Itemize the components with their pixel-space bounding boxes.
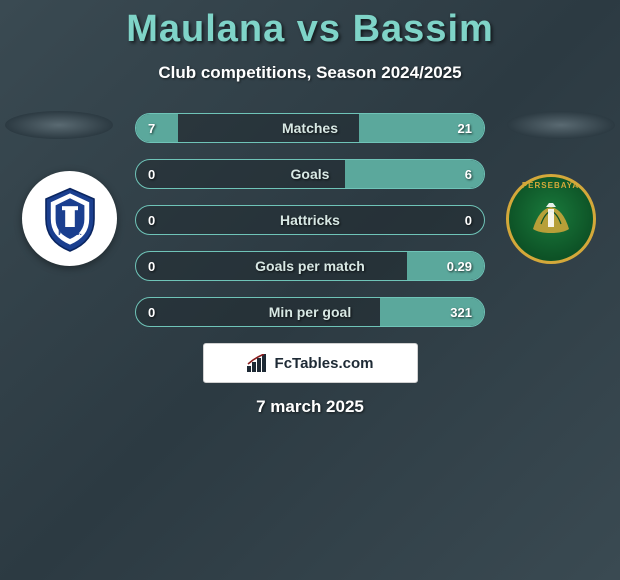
brand-box[interactable]: FcTables.com xyxy=(203,343,418,383)
stat-value-left: 7 xyxy=(148,121,155,136)
persebaya-logo-icon: PERSEBAYA xyxy=(506,174,596,264)
date-label: 7 march 2025 xyxy=(0,397,620,417)
stat-row: 0 Hattricks 0 xyxy=(135,205,485,235)
svg-text:P.S.I.S.: P.S.I.S. xyxy=(58,228,81,237)
stat-row: 0 Goals 6 xyxy=(135,159,485,189)
stat-value-left: 0 xyxy=(148,305,155,320)
stat-row: 0 Goals per match 0.29 xyxy=(135,251,485,281)
psis-logo-icon: P.S.I.S. xyxy=(30,179,110,259)
stat-row: 0 Min per goal 321 xyxy=(135,297,485,327)
stat-bar-right xyxy=(345,160,484,188)
stat-label: Matches xyxy=(282,120,338,136)
stat-bar-left xyxy=(136,114,178,142)
subtitle: Club competitions, Season 2024/2025 xyxy=(0,63,620,83)
pillar-left xyxy=(5,111,113,139)
stat-label: Min per goal xyxy=(269,304,351,320)
stat-value-right: 0.29 xyxy=(447,259,472,274)
stat-label: Goals xyxy=(291,166,330,182)
team-right-name: PERSEBAYA xyxy=(522,181,579,190)
stat-value-left: 0 xyxy=(148,213,155,228)
chart-icon xyxy=(247,354,269,372)
stat-value-right: 6 xyxy=(465,167,472,182)
stat-value-left: 0 xyxy=(148,167,155,182)
brand-text: FcTables.com xyxy=(275,355,374,372)
page-title: Maulana vs Bassim xyxy=(0,0,620,51)
pillar-right xyxy=(507,111,615,139)
comparison-panel: P.S.I.S. PERSEBAYA 7 Matches 21 0 Goals xyxy=(0,111,620,417)
stat-label: Hattricks xyxy=(280,212,340,228)
stat-value-right: 21 xyxy=(458,121,472,136)
stats-container: 7 Matches 21 0 Goals 6 0 Hattricks 0 0 G… xyxy=(135,111,485,327)
stat-row: 7 Matches 21 xyxy=(135,113,485,143)
stat-value-right: 0 xyxy=(465,213,472,228)
team-logo-right: PERSEBAYA xyxy=(503,171,598,266)
stat-label: Goals per match xyxy=(255,258,365,274)
stat-value-left: 0 xyxy=(148,259,155,274)
team-logo-left: P.S.I.S. xyxy=(22,171,117,266)
stat-value-right: 321 xyxy=(450,305,472,320)
